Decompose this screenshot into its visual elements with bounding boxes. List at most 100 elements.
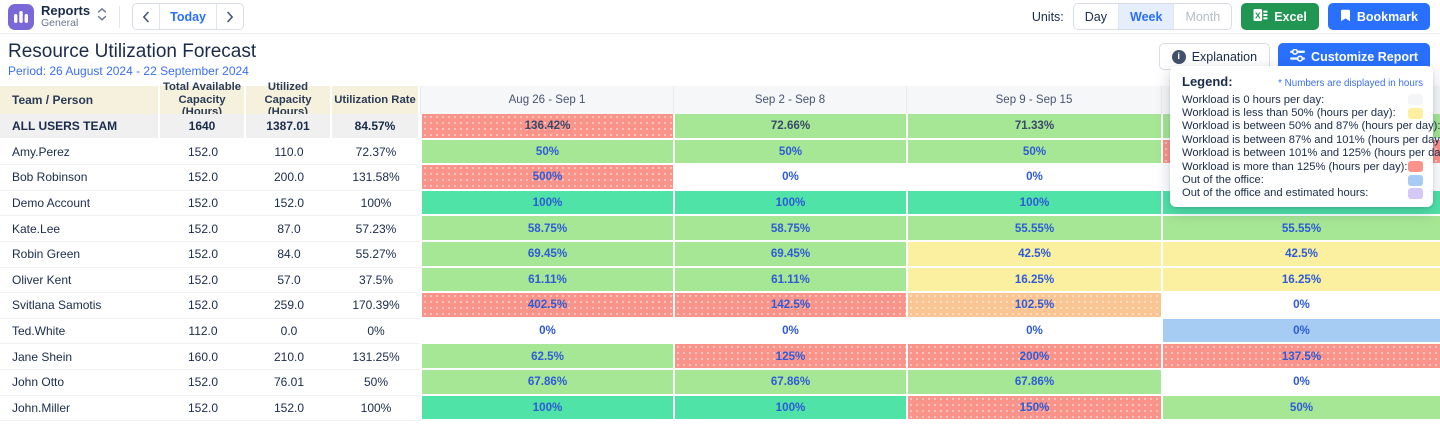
week-utilization-cell[interactable]: 142.5%: [673, 293, 906, 319]
week-utilization-cell[interactable]: 69.45%: [420, 241, 673, 268]
week-utilization-cell[interactable]: 150%: [906, 395, 1161, 422]
row-summary-value: 100%: [332, 396, 420, 422]
week-utilization-cell[interactable]: 0%: [906, 165, 1161, 191]
row-summary-value: 210.0: [246, 344, 332, 370]
week-utilization-cell[interactable]: 67.86%: [420, 369, 673, 396]
week-utilization-cell[interactable]: 50%: [906, 139, 1161, 166]
week-utilization-cell[interactable]: 55.55%: [906, 216, 1161, 242]
week-utilization-cell[interactable]: 100%: [420, 190, 673, 217]
legend-item: Out of the office and estimated hours:: [1182, 187, 1423, 200]
week-utilization-cell[interactable]: 67.86%: [673, 369, 906, 396]
customize-report-button[interactable]: Customize Report: [1278, 43, 1430, 70]
week-utilization-cell[interactable]: 42.5%: [906, 241, 1161, 268]
legend-item-label: Out of the office:: [1182, 174, 1264, 187]
next-period-button[interactable]: [217, 4, 244, 29]
column-header: Team / Person: [0, 86, 160, 114]
report-type-switcher[interactable]: Reports General: [8, 3, 107, 30]
week-utilization-cell[interactable]: 100%: [673, 190, 906, 217]
explanation-button-label: Explanation: [1191, 49, 1258, 64]
legend-item-label: Workload is 0 hours per day:: [1182, 93, 1325, 106]
week-utilization-cell[interactable]: 402.5%: [420, 293, 673, 319]
units-week-button[interactable]: Week: [1118, 4, 1174, 29]
legend-popup: Legend: * Numbers are displayed in hours…: [1170, 66, 1440, 208]
row-summary-value: 50%: [332, 370, 420, 396]
units-day-button[interactable]: Day: [1073, 4, 1118, 29]
excel-button-label: Excel: [1274, 9, 1307, 24]
row-summary-value: 152.0: [160, 191, 246, 217]
export-excel-button[interactable]: X Excel: [1241, 3, 1319, 30]
units-month-button[interactable]: Month: [1173, 4, 1232, 29]
report-period: Period: 26 August 2024 - 22 September 20…: [8, 64, 249, 78]
week-utilization-cell: 71.33%: [906, 114, 1161, 140]
week-utilization-cell[interactable]: 58.75%: [673, 216, 906, 242]
row-summary-value: 152.0: [160, 216, 246, 242]
utilization-table: Team / Person Total Available Capacity (H…: [0, 81, 1440, 422]
previous-period-button[interactable]: [133, 4, 160, 29]
week-utilization-cell[interactable]: 100%: [906, 190, 1161, 217]
week-utilization-cell[interactable]: 69.45%: [673, 241, 906, 268]
week-utilization-cell[interactable]: 16.25%: [1161, 267, 1440, 294]
week-utilization-cell[interactable]: 200%: [906, 344, 1161, 370]
bookmark-button-label: Bookmark: [1356, 9, 1418, 24]
week-utilization-cell[interactable]: 42.5%: [1161, 241, 1440, 268]
week-utilization-cell[interactable]: 102.5%: [906, 293, 1161, 319]
week-utilization-cell[interactable]: 58.75%: [420, 216, 673, 242]
legend-item: Workload is less than 50% (hours per day…: [1182, 106, 1423, 119]
week-column-header: Aug 26 - Sep 1: [420, 86, 673, 114]
week-utilization-cell[interactable]: 100%: [673, 395, 906, 422]
customize-report-label: Customize Report: [1311, 49, 1418, 64]
week-utilization-cell[interactable]: 0%: [1161, 369, 1440, 396]
week-utilization-cell[interactable]: 0%: [1161, 293, 1440, 319]
week-utilization-cell[interactable]: 61.11%: [420, 267, 673, 294]
legend-item-label: Workload is less than 50% (hours per day…: [1182, 107, 1396, 120]
week-utilization-cell[interactable]: 0%: [673, 318, 906, 345]
week-utilization-cell[interactable]: 0%: [1161, 318, 1440, 345]
row-name: Amy.Perez: [0, 140, 160, 166]
row-summary-value: 0.0: [246, 319, 332, 345]
bookmark-button[interactable]: Bookmark: [1327, 3, 1430, 30]
row-summary-value: 152.0: [160, 140, 246, 166]
toolbar-divider: [119, 5, 121, 28]
week-utilization-cell[interactable]: 67.86%: [906, 369, 1161, 396]
bookmark-icon: [1340, 9, 1351, 25]
week-utilization-cell[interactable]: 100%: [420, 395, 673, 422]
row-summary-value: 152.0: [160, 396, 246, 422]
week-utilization-cell[interactable]: 0%: [420, 318, 673, 345]
week-utilization-cell: 136.42%: [420, 114, 673, 140]
report-switcher-subtitle: General: [41, 17, 79, 29]
week-utilization-cell[interactable]: 16.25%: [906, 267, 1161, 294]
legend-item-label: Workload is between 87% and 101% (hours …: [1182, 133, 1440, 146]
info-icon: i: [1171, 49, 1186, 64]
row-summary-value: 110.0: [246, 140, 332, 166]
week-utilization-cell[interactable]: 137.5%: [1161, 344, 1440, 370]
explanation-button[interactable]: i Explanation: [1158, 43, 1271, 70]
row-summary-value: 57.0: [246, 268, 332, 294]
legend-item: Workload is between 50% and 87% (hours p…: [1182, 120, 1440, 133]
week-utilization-cell[interactable]: 50%: [673, 139, 906, 166]
row-summary-value: 100%: [332, 191, 420, 217]
legend-color-swatch: [1408, 174, 1423, 186]
page-title: Resource Utilization Forecast: [8, 41, 257, 62]
row-summary-value: 160.0: [160, 344, 246, 370]
column-header: Utilization Rate: [332, 86, 420, 114]
week-utilization-cell[interactable]: 500%: [420, 165, 673, 191]
units-label: Units:: [1031, 9, 1064, 24]
sliders-icon: [1290, 48, 1306, 65]
week-utilization-cell[interactable]: 0%: [673, 165, 906, 191]
row-summary-value: 84.0: [246, 242, 332, 268]
week-utilization-cell[interactable]: 125%: [673, 344, 906, 370]
week-utilization-cell[interactable]: 0%: [906, 318, 1161, 345]
today-button[interactable]: Today: [159, 4, 218, 29]
week-utilization-cell[interactable]: 50%: [1161, 395, 1440, 422]
row-summary-value: 87.0: [246, 216, 332, 242]
chevron-up-down-icon: [97, 7, 107, 27]
week-utilization-cell[interactable]: 50%: [420, 139, 673, 166]
week-utilization-cell[interactable]: 61.11%: [673, 267, 906, 294]
week-utilization-cell[interactable]: 62.5%: [420, 344, 673, 370]
week-utilization-cell[interactable]: 55.55%: [1161, 216, 1440, 242]
legend-item-label: Out of the office and estimated hours:: [1182, 187, 1369, 200]
legend-item: Workload is more than 125% (hours per da…: [1182, 160, 1423, 173]
legend-color-swatch: [1408, 187, 1423, 199]
row-summary-value: 55.27%: [332, 242, 420, 268]
legend-item: Workload is 0 hours per day:: [1182, 93, 1423, 106]
